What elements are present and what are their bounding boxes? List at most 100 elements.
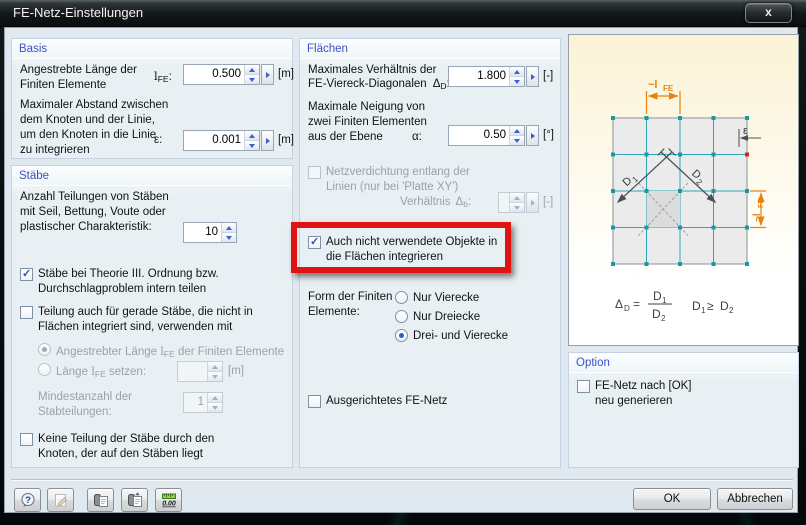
highlight-box	[291, 222, 511, 273]
checkbox-division-straight-members-label: Teilung auch für gerade Stäbe, die nicht…	[38, 306, 253, 333]
arrow-right-icon	[530, 199, 535, 206]
checkbox-regenerate-mesh-label: FE-Netz nach [OK] neu generieren	[595, 380, 692, 407]
arrow-up-icon	[514, 69, 520, 74]
arrow-up-icon	[212, 395, 218, 400]
checkbox-division-straight-members[interactable]	[20, 306, 33, 319]
set-length-input[interactable]	[177, 361, 223, 382]
checkbox-no-division-by-node[interactable]	[20, 433, 33, 446]
dialog-body: Basis Angestrebte Länge der Finiten Elem…	[4, 27, 799, 513]
spin-down-button[interactable]	[208, 371, 222, 381]
titlebar[interactable]: FE-Netz-Einstellungen x	[0, 0, 806, 27]
spin-up-button[interactable]	[510, 126, 524, 135]
radio-set-length[interactable]	[38, 363, 51, 376]
refinement-ratio-input[interactable]	[498, 192, 525, 213]
target-length-flyout-button[interactable]	[261, 64, 274, 85]
incline-flyout-button[interactable]	[526, 125, 539, 146]
checkbox-integrate-unused-objects-label: Auch nicht verwendete Objekte in die Flä…	[326, 236, 498, 263]
checkbox-divide-members-theory-label: Stäbe bei Theorie III. Ordnung bzw. Durc…	[38, 268, 219, 295]
copy-params-button[interactable]	[87, 488, 114, 512]
svg-text:0.00: 0.00	[162, 501, 176, 508]
arrow-down-icon	[249, 143, 255, 148]
dim-top-label: ~l	[648, 79, 657, 91]
radio-quadrangles-only[interactable]	[395, 291, 408, 304]
spin-up-button[interactable]	[208, 393, 222, 402]
radio-set-length-label: Länge lFE setzen:	[56, 364, 147, 379]
incline-input[interactable]: 0.50	[448, 125, 525, 146]
radio-triangles-only-label: Nur Dreiecke	[413, 311, 481, 323]
mesh-grid	[611, 116, 749, 266]
target-length-label: Angestrebte Länge der Finiten Elemente	[20, 64, 138, 91]
dimension-right-lfe	[750, 190, 766, 229]
checkbox-mesh-refinement[interactable]	[308, 166, 321, 179]
edit-note-icon	[54, 494, 67, 507]
divisions-input[interactable]: 10	[183, 222, 237, 243]
spin-up-button[interactable]	[245, 65, 259, 74]
refinement-ratio-flyout-button[interactable]	[526, 192, 539, 213]
checkbox-regenerate-mesh[interactable]	[577, 380, 590, 393]
ratio-input[interactable]: 1.800	[448, 66, 525, 87]
refinement-ratio-label: Verhältnis Δb:	[400, 196, 472, 209]
formula-den-sub: 2	[661, 314, 666, 323]
panel-flaechen: Flächen Maximales Verhältnis der FE-Vier…	[299, 38, 561, 468]
dim-top-label-sub: FE	[663, 84, 674, 93]
arrow-down-icon	[226, 235, 232, 240]
spin-down-button[interactable]	[245, 74, 259, 84]
spin-down-button[interactable]	[245, 140, 259, 150]
min-divisions-input[interactable]: 1	[183, 392, 223, 413]
help-button[interactable]: ?	[14, 488, 41, 512]
panel-basis-header: Basis	[12, 39, 292, 59]
arrow-up-icon	[514, 128, 520, 133]
arrow-up-icon	[226, 225, 232, 230]
spin-down-button[interactable]	[208, 402, 222, 412]
paste-params-button[interactable]	[121, 488, 148, 512]
checkbox-no-division-by-node-label: Keine Teilung der Stäbe durch den Knoten…	[38, 433, 215, 460]
spin-up-button[interactable]	[510, 67, 524, 76]
ratio-flyout-button[interactable]	[526, 66, 539, 87]
fe-mesh-diagram-svg: ~l FE ε D 1 D 2	[569, 35, 798, 345]
max-distance-flyout-button[interactable]	[261, 130, 274, 151]
radio-triangles-only[interactable]	[395, 310, 408, 323]
target-length-unit: [m]	[278, 68, 294, 80]
checkbox-aligned-mesh-label: Ausgerichtetes FE-Netz	[326, 395, 448, 407]
arrow-up-icon	[514, 195, 520, 200]
arrow-up-icon	[212, 364, 218, 369]
panel-option-header: Option	[569, 353, 798, 373]
spin-up-button[interactable]	[245, 131, 259, 140]
spin-up-button[interactable]	[208, 362, 222, 371]
max-distance-label: Maximaler Abstand zwischen dem Knoten un…	[20, 99, 169, 156]
units-settings-button[interactable]: 0.00	[155, 488, 182, 512]
arrow-right-icon	[265, 71, 270, 78]
checkbox-divide-members-theory[interactable]	[20, 267, 33, 281]
arrow-up-icon	[249, 133, 255, 138]
ratio-unit: [-]	[543, 70, 554, 82]
ok-button[interactable]: OK	[633, 488, 711, 510]
spin-up-button[interactable]	[222, 223, 236, 232]
help-icon: ?	[21, 493, 34, 507]
panel-staebe: Stäbe Anzahl Teilungen von Stäben mit Se…	[11, 165, 293, 468]
max-distance-input[interactable]: 0.001	[183, 130, 260, 151]
checkbox-integrate-unused-objects[interactable]	[308, 235, 321, 249]
spin-down-button[interactable]	[510, 76, 524, 86]
close-button[interactable]: x	[745, 3, 792, 23]
element-form-label: Form der Finiten Elemente:	[308, 291, 393, 318]
dim-right-label: ~l	[752, 213, 763, 222]
radio-target-length[interactable]	[38, 343, 51, 356]
spin-up-button[interactable]	[510, 193, 524, 202]
arrow-up-icon	[249, 67, 255, 72]
spin-down-button[interactable]	[222, 232, 236, 242]
incline-unit: [°]	[543, 129, 554, 141]
mesh-nodes	[611, 116, 749, 266]
arrow-down-icon	[212, 374, 218, 379]
radio-triangles-and-quadrangles[interactable]	[395, 329, 408, 342]
checkbox-aligned-mesh[interactable]	[308, 395, 321, 408]
spin-down-button[interactable]	[510, 202, 524, 212]
arrow-right-icon	[530, 132, 535, 139]
arrow-down-icon	[212, 405, 218, 410]
spin-down-button[interactable]	[510, 135, 524, 145]
cancel-button[interactable]: Abbrechen	[717, 488, 793, 510]
target-length-input[interactable]: 0.500	[183, 64, 260, 85]
comment-button[interactable]	[47, 488, 74, 512]
fe-mesh-diagram: ~l FE ε D 1 D 2	[568, 34, 799, 346]
set-length-unit: [m]	[228, 365, 244, 377]
paste-clipboard-icon	[127, 492, 142, 507]
